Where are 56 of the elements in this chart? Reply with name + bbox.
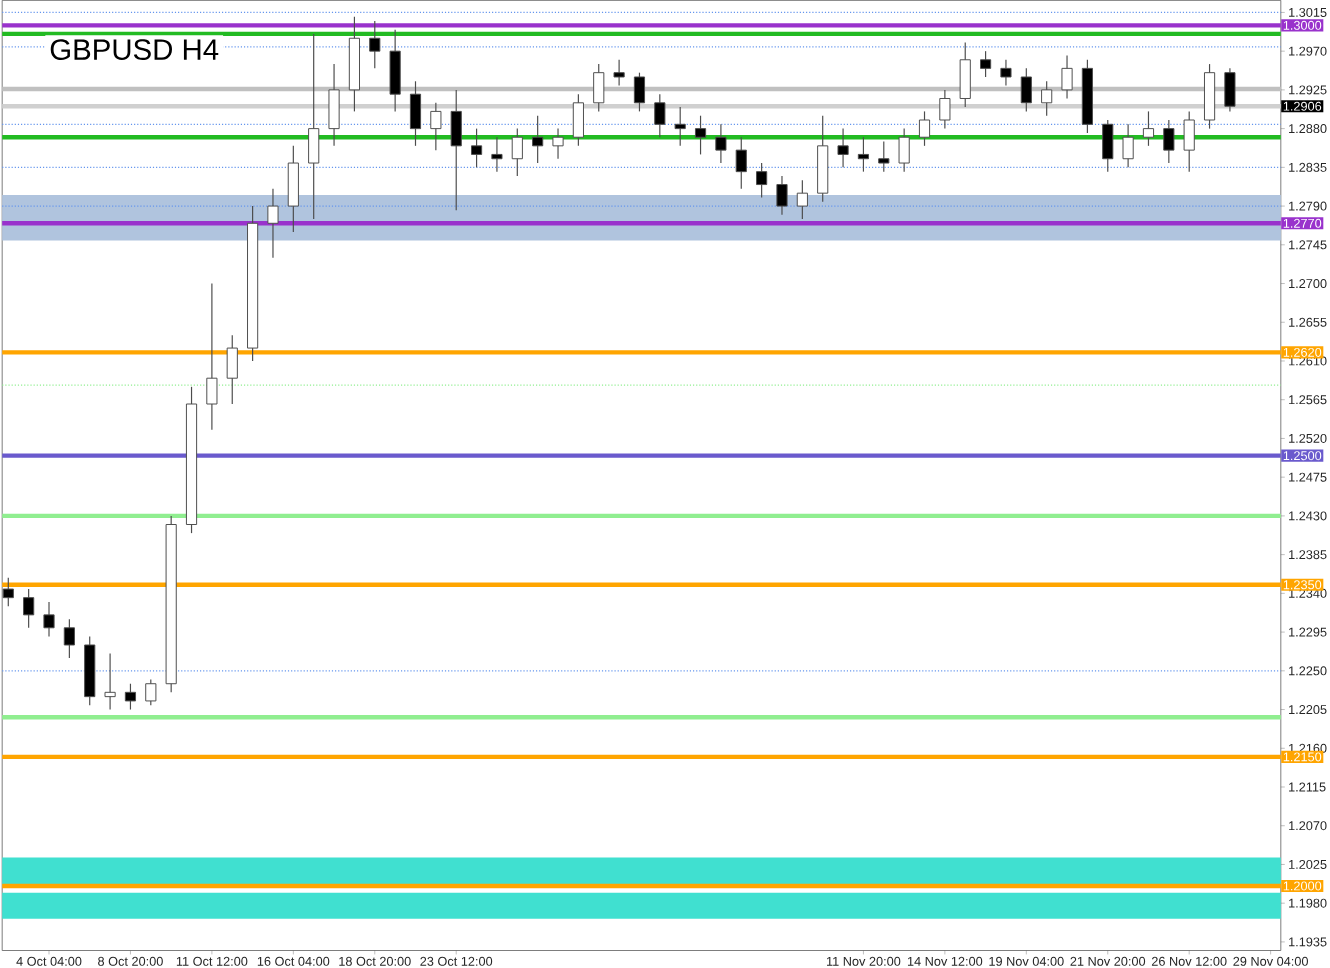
candlestick: [409, 80, 422, 147]
candlestick: [633, 71, 646, 112]
candlestick: [23, 588, 35, 629]
candlestick: [1061, 54, 1073, 99]
candlestick: [837, 127, 849, 168]
candlestick: [552, 127, 564, 160]
candlestick: [267, 188, 279, 259]
candlestick: [226, 334, 238, 405]
candlestick: [1183, 110, 1195, 173]
candlestick: [491, 136, 503, 173]
candlestick: [308, 33, 320, 220]
candlestick: [1041, 80, 1053, 117]
candlestick: [796, 179, 808, 220]
candlestick: [939, 89, 951, 130]
candlestick: [735, 136, 747, 190]
candlestick: [124, 683, 137, 711]
candlestick: [918, 110, 931, 147]
candlestick: [511, 127, 523, 177]
candlestick: [328, 63, 340, 147]
candlestick: [1020, 67, 1032, 112]
candlestick: [532, 115, 544, 164]
candlestick: [817, 115, 829, 203]
candlestick: [959, 41, 971, 108]
candlestick: [857, 136, 870, 173]
candlestick: [1000, 59, 1012, 87]
candlestick: [43, 601, 55, 637]
candlestick: [430, 102, 442, 151]
text: GBPUSD H4: [50, 39, 219, 60]
candlestick: [389, 28, 401, 112]
candlestick: [756, 162, 768, 198]
candlestick: [1122, 123, 1134, 168]
candlestick: [471, 127, 483, 168]
candlestick: [715, 123, 727, 164]
candlestick: [898, 127, 910, 173]
candlestick: [776, 175, 788, 216]
candlestick: [613, 59, 625, 87]
candlestick: [1224, 67, 1236, 112]
candlestick: [1142, 110, 1155, 147]
candlestick: [450, 89, 462, 211]
candlestick: [980, 50, 992, 78]
candlestick: [2, 577, 14, 607]
candlestick: [206, 282, 218, 431]
candlestick: [104, 652, 116, 711]
candlestick: [1102, 119, 1114, 173]
candlestick: [369, 20, 381, 69]
candlestick: [63, 618, 75, 659]
candlestick: [593, 63, 605, 112]
candlestick: [878, 140, 890, 173]
candlestick: [654, 93, 666, 138]
candlestick: [572, 93, 584, 147]
candlestick: [287, 145, 299, 233]
candlestick: [674, 106, 686, 147]
candlestick: [1203, 63, 1216, 130]
candlestick: [694, 115, 707, 155]
candlestick: [1163, 119, 1175, 164]
candlestick: [145, 678, 157, 706]
